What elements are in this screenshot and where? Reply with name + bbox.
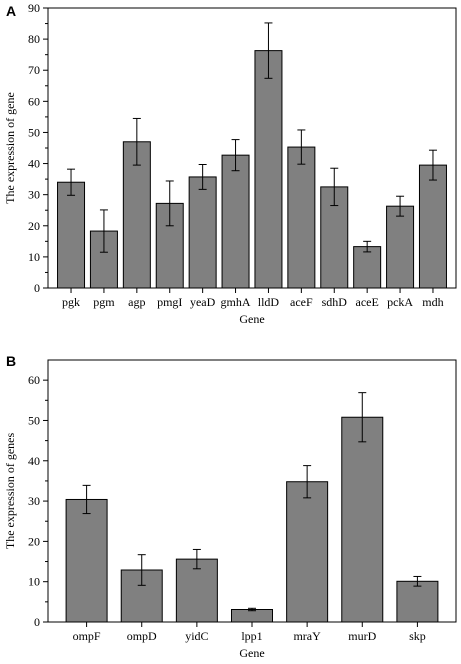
x-tick-label-pgm: pgm	[93, 295, 115, 309]
y-tick-label: 10	[28, 250, 40, 264]
x-axis-title: Gene	[239, 312, 264, 326]
y-tick-label: 10	[28, 575, 40, 589]
y-axis-title: The expression of gene	[3, 92, 17, 204]
x-tick-label-lpp1: lpp1	[241, 629, 262, 643]
x-tick-label-aceF: aceF	[290, 295, 313, 309]
x-tick-label-yeaD: yeaD	[190, 295, 216, 309]
y-tick-label: 0	[34, 615, 40, 629]
x-tick-label-lldD: lldD	[258, 295, 280, 309]
bar-skp	[396, 580, 439, 623]
y-tick-label: 90	[28, 1, 40, 15]
x-tick-label-sdhD: sdhD	[322, 295, 348, 309]
y-tick-label: 0	[34, 281, 40, 295]
y-tick-label: 60	[28, 373, 40, 387]
y-tick-label: 30	[28, 494, 40, 508]
chart-panel-b: B 0 10 20 30 40 50 60 ompF ompD yidC lpp1 mraY murD sk…	[3, 353, 457, 660]
x-tick-label-mdh: mdh	[422, 295, 443, 309]
y-tick-label: 20	[28, 534, 40, 548]
x-tick-label-pckA: pckA	[387, 295, 413, 309]
bar-pgk	[57, 181, 86, 289]
bar-pckA	[386, 205, 415, 289]
panel-label: A	[6, 3, 16, 19]
x-tick-label-ompD: ompD	[127, 629, 157, 643]
y-tick-label: 40	[28, 454, 40, 468]
x-tick-label-gmhA: gmhA	[221, 295, 251, 309]
bar-aceF	[287, 146, 316, 289]
x-axis-title: Gene	[239, 646, 264, 660]
x-tick-label-murD: murD	[348, 629, 376, 643]
x-tick-label-pgk: pgk	[62, 295, 80, 309]
x-tick-label-skp: skp	[409, 629, 426, 643]
y-tick-label: 40	[28, 157, 40, 171]
x-tick-label-mraY: mraY	[293, 629, 321, 643]
chart-panel-a: A 0 10 20 30 40 50 60 70 80 90 pgk pgm agp pmgI yeaD gmh…	[3, 1, 457, 326]
bar-gmhA	[221, 154, 250, 289]
y-tick-label: 50	[28, 125, 40, 139]
plot-frame	[47, 359, 457, 623]
bar-aceE	[353, 246, 382, 289]
x-tick-label-pmgI: pmgI	[157, 295, 182, 309]
y-tick-label: 80	[28, 32, 40, 46]
bar-ompF	[65, 498, 108, 623]
bar-lldD	[254, 50, 283, 289]
bar-mdh	[418, 164, 447, 289]
y-tick-label: 30	[28, 188, 40, 202]
y-tick-label: 20	[28, 219, 40, 233]
x-tick-label-ompF: ompF	[73, 629, 101, 643]
x-tick-label-agp: agp	[128, 295, 145, 309]
bar-yeaD	[188, 176, 217, 289]
x-tick-label-aceE: aceE	[356, 295, 379, 309]
y-axis-title: The expression of genes	[3, 433, 17, 550]
y-tick-label: 50	[28, 413, 40, 427]
panel-label: B	[6, 353, 16, 369]
y-tick-label: 70	[28, 63, 40, 77]
x-tick-label-yidC: yidC	[185, 629, 208, 643]
y-tick-label: 60	[28, 94, 40, 108]
bar-mraY	[286, 481, 329, 623]
bar-lpp1	[231, 609, 273, 623]
bar-murD	[341, 416, 384, 623]
